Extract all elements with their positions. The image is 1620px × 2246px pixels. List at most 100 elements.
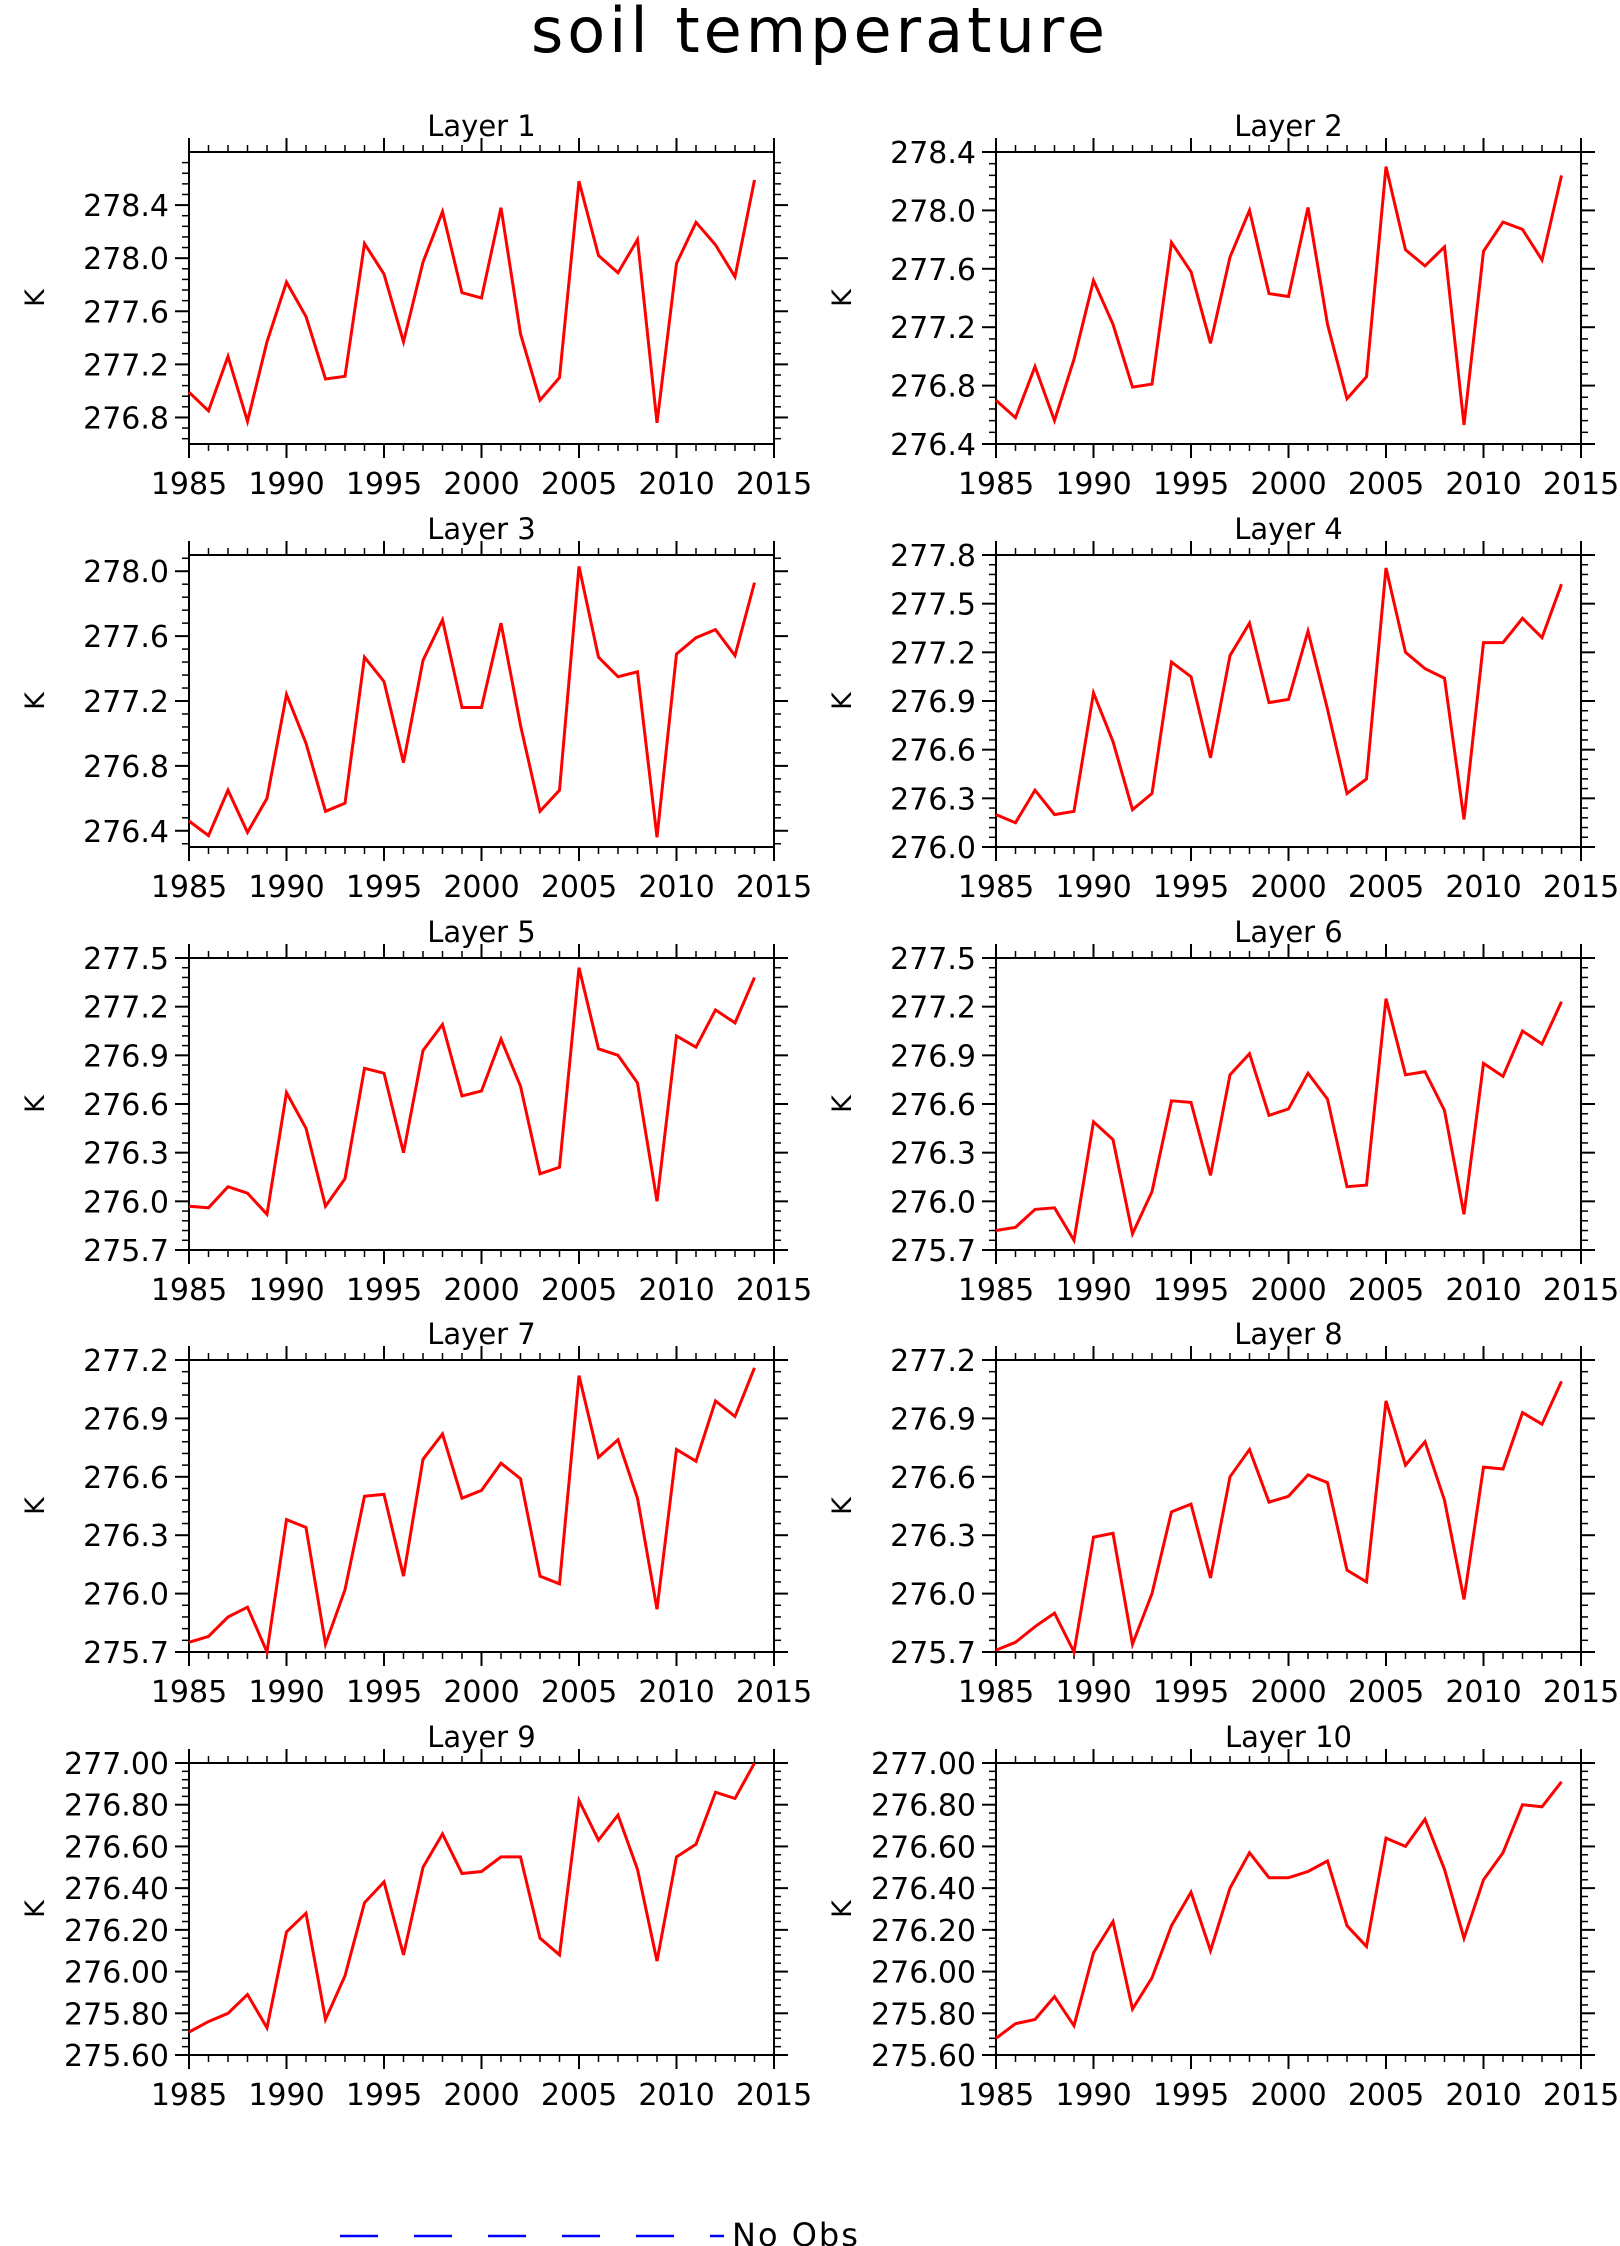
y-tick-label: 276.0 <box>890 1185 976 1220</box>
x-tick-label: 2015 <box>1543 1675 1619 1710</box>
x-tick-label: 2015 <box>736 1675 812 1710</box>
y-axis-label: K <box>20 288 51 307</box>
y-tick-label: 277.5 <box>890 588 976 623</box>
y-tick-label: 276.8 <box>83 401 169 436</box>
panel-title: Layer 3 <box>427 512 536 546</box>
x-tick-label: 2015 <box>736 870 812 905</box>
y-tick-label: 277.8 <box>890 539 976 574</box>
x-tick-label: 2005 <box>541 870 617 905</box>
x-tick-label: 1995 <box>1153 2078 1229 2113</box>
y-tick-label: 277.6 <box>83 620 169 655</box>
x-tick-label: 1985 <box>151 2078 227 2113</box>
x-tick-label: 2000 <box>443 467 519 502</box>
x-tick-label: 2005 <box>1348 2078 1424 2113</box>
x-tick-label: 1990 <box>1055 870 1131 905</box>
x-tick-label: 1985 <box>151 1273 227 1308</box>
x-tick-label: 1995 <box>346 1675 422 1710</box>
panel-title: Layer 8 <box>1234 1317 1343 1351</box>
series-line <box>995 1380 1563 1657</box>
x-tick-label: 2005 <box>1348 870 1424 905</box>
x-tick-label: 1985 <box>958 1675 1034 1710</box>
y-tick-label: 276.6 <box>83 1088 169 1123</box>
x-tick-label: 2000 <box>1250 467 1326 502</box>
legend: No Obs <box>340 2216 860 2246</box>
chart-panel-2: Layer 2 K 1985 1990 1995 2000 2005 2010 2015 276.… <box>827 109 1619 502</box>
x-tick-label: 1990 <box>1055 2078 1131 2113</box>
x-tick-label: 2000 <box>1250 2078 1326 2113</box>
chart-panel-10: Layer 10 K 1985 1990 1995 2000 2005 2010 2015 275… <box>827 1720 1619 2113</box>
y-tick-label: 276.6 <box>890 734 976 769</box>
x-tick-label: 1990 <box>248 1273 324 1308</box>
series-line <box>995 1780 1563 2040</box>
x-tick-label: 2010 <box>1445 2078 1521 2113</box>
x-tick-label: 1995 <box>1153 1675 1229 1710</box>
series-line <box>187 179 756 428</box>
series-line <box>188 1367 756 1658</box>
y-tick-label: 277.5 <box>83 942 169 977</box>
chart-panel-1: Layer 1 K 1985 1990 1995 2000 2005 2010 2015 276.… <box>20 109 812 502</box>
y-axis-label: K <box>20 1496 51 1515</box>
x-tick-label: 2000 <box>1250 1273 1326 1308</box>
x-tick-label: 1990 <box>248 2078 324 2113</box>
y-tick-label: 276.80 <box>871 1789 976 1824</box>
y-tick-label: 277.2 <box>83 1344 169 1379</box>
x-tick-label: 1985 <box>958 467 1034 502</box>
x-tick-label: 1995 <box>346 467 422 502</box>
y-tick-label: 276.3 <box>890 1137 976 1172</box>
y-tick-label: 276.3 <box>83 1137 169 1172</box>
x-tick-label: 2010 <box>638 1675 714 1710</box>
panel-title: Layer 2 <box>1234 109 1343 143</box>
y-axis-label: K <box>20 1899 51 1918</box>
series-line <box>188 967 756 1218</box>
x-tick-label: 2005 <box>541 2078 617 2113</box>
x-tick-label: 2005 <box>541 1675 617 1710</box>
x-tick-label: 2005 <box>541 467 617 502</box>
chart-panel-8: Layer 8 K 1985 1990 1995 2000 2005 2010 2015 275.… <box>827 1317 1619 1710</box>
y-tick-label: 275.60 <box>871 2039 976 2074</box>
y-tick-label: 276.0 <box>83 1578 169 1613</box>
x-tick-label: 1985 <box>958 2078 1034 2113</box>
x-tick-label: 1990 <box>248 1675 324 1710</box>
y-tick-label: 276.9 <box>890 1402 976 1437</box>
y-axis-label: K <box>20 691 51 710</box>
y-tick-label: 276.20 <box>64 1914 169 1949</box>
panels: Layer 1 K 1985 1990 1995 2000 2005 2010 2015 276.… <box>20 109 1619 2113</box>
y-axis-label: K <box>827 288 858 307</box>
y-tick-label: 276.9 <box>890 685 976 720</box>
x-tick-label: 1995 <box>346 1273 422 1308</box>
x-tick-label: 1985 <box>151 870 227 905</box>
y-axis-label: K <box>827 1094 858 1113</box>
x-tick-label: 2000 <box>443 1273 519 1308</box>
x-tick-label: 1990 <box>1055 467 1131 502</box>
chart-panel-3: Layer 3 K 1985 1990 1995 2000 2005 2010 2015 276.… <box>20 512 812 905</box>
panel-title: Layer 5 <box>427 915 536 949</box>
x-tick-label: 1995 <box>1153 467 1229 502</box>
y-tick-label: 276.40 <box>871 1872 976 1907</box>
x-tick-label: 2000 <box>1250 870 1326 905</box>
x-tick-label: 2010 <box>1445 870 1521 905</box>
y-tick-label: 276.00 <box>871 1956 976 1991</box>
x-tick-label: 2010 <box>638 2078 714 2113</box>
x-tick-label: 2010 <box>638 467 714 502</box>
y-tick-label: 276.6 <box>890 1088 976 1123</box>
y-tick-label: 276.3 <box>890 782 976 817</box>
y-tick-label: 277.2 <box>890 1344 976 1379</box>
panel-title: Layer 9 <box>427 1720 536 1754</box>
legend-label: No Obs <box>732 2216 860 2246</box>
x-tick-label: 1995 <box>346 870 422 905</box>
x-tick-label: 2015 <box>1543 1273 1619 1308</box>
y-tick-label: 276.20 <box>871 1914 976 1949</box>
series-line <box>995 998 1563 1245</box>
y-tick-label: 275.60 <box>64 2039 169 2074</box>
y-tick-label: 278.0 <box>890 194 976 229</box>
y-axis-label: K <box>827 1496 858 1515</box>
y-tick-label: 277.2 <box>83 348 169 383</box>
plot-frame <box>995 1359 1582 1653</box>
y-tick-label: 276.6 <box>83 1461 169 1496</box>
y-axis-label: K <box>827 1899 858 1918</box>
y-tick-label: 275.7 <box>83 1234 169 1269</box>
y-tick-label: 277.2 <box>890 991 976 1026</box>
chart-panel-6: Layer 6 K 1985 1990 1995 2000 2005 2010 2015 275.… <box>827 915 1619 1308</box>
chart-panel-4: Layer 4 K 1985 1990 1995 2000 2005 2010 2015 276.… <box>827 512 1619 905</box>
